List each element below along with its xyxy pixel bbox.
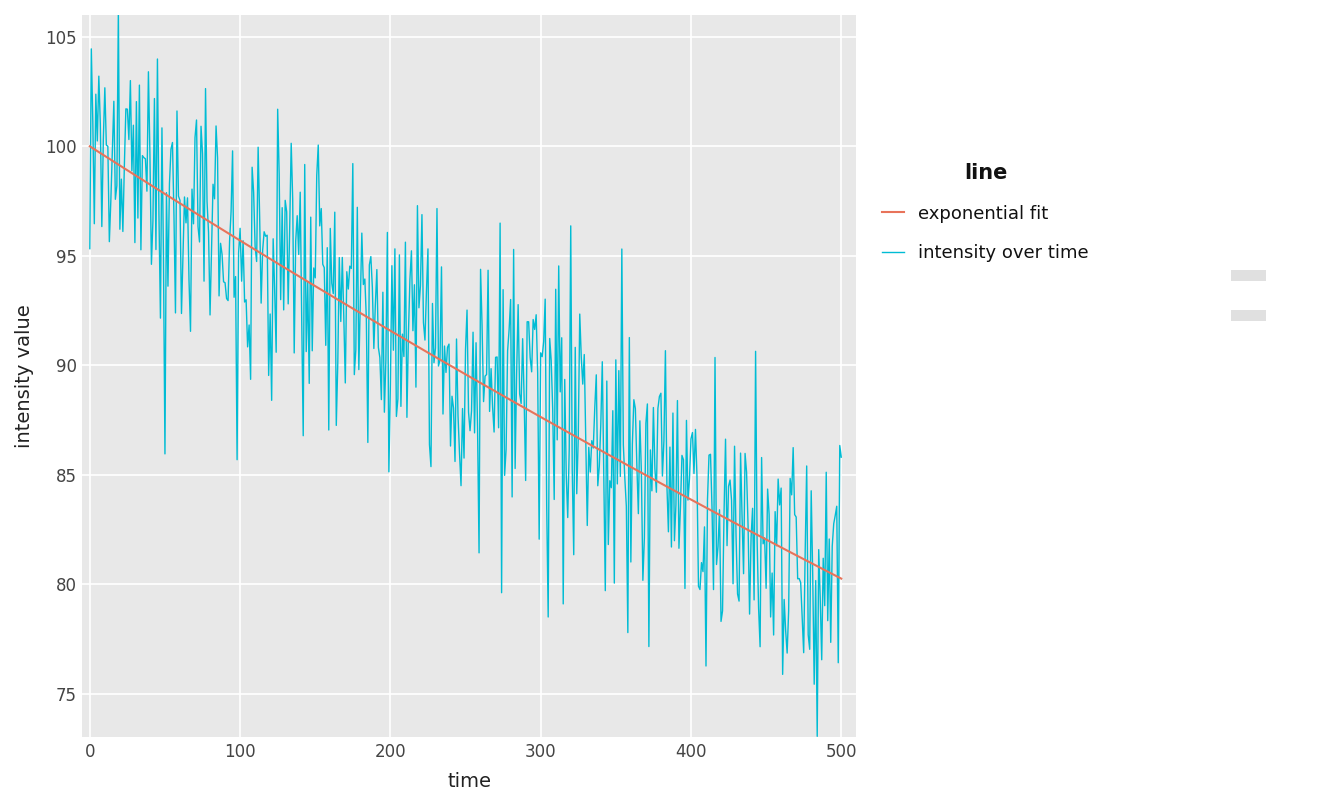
Legend: exponential fit, intensity over time: exponential fit, intensity over time [874, 154, 1098, 272]
intensity over time [567, 343, 583, 352]
exponential fit [833, 574, 849, 584]
exponential fit [681, 494, 698, 504]
intensity over time [833, 452, 849, 462]
intensity over time [577, 350, 593, 359]
intensity over time [301, 379, 317, 388]
intensity over time [82, 244, 98, 254]
exponential fit [159, 190, 175, 200]
Line: exponential fit: exponential fit [90, 147, 841, 579]
Y-axis label: intensity value: intensity value [15, 305, 34, 448]
exponential fit [82, 142, 98, 152]
intensity over time [809, 732, 825, 742]
exponential fit [598, 448, 614, 458]
X-axis label: time: time [448, 772, 492, 791]
Line: intensity over time: intensity over time [90, 10, 841, 737]
intensity over time [270, 105, 286, 114]
intensity over time [706, 584, 722, 594]
exponential fit [668, 487, 684, 496]
intensity over time [110, 6, 126, 15]
intensity over time [356, 274, 372, 284]
exponential fit [386, 328, 402, 338]
exponential fit [413, 343, 429, 353]
